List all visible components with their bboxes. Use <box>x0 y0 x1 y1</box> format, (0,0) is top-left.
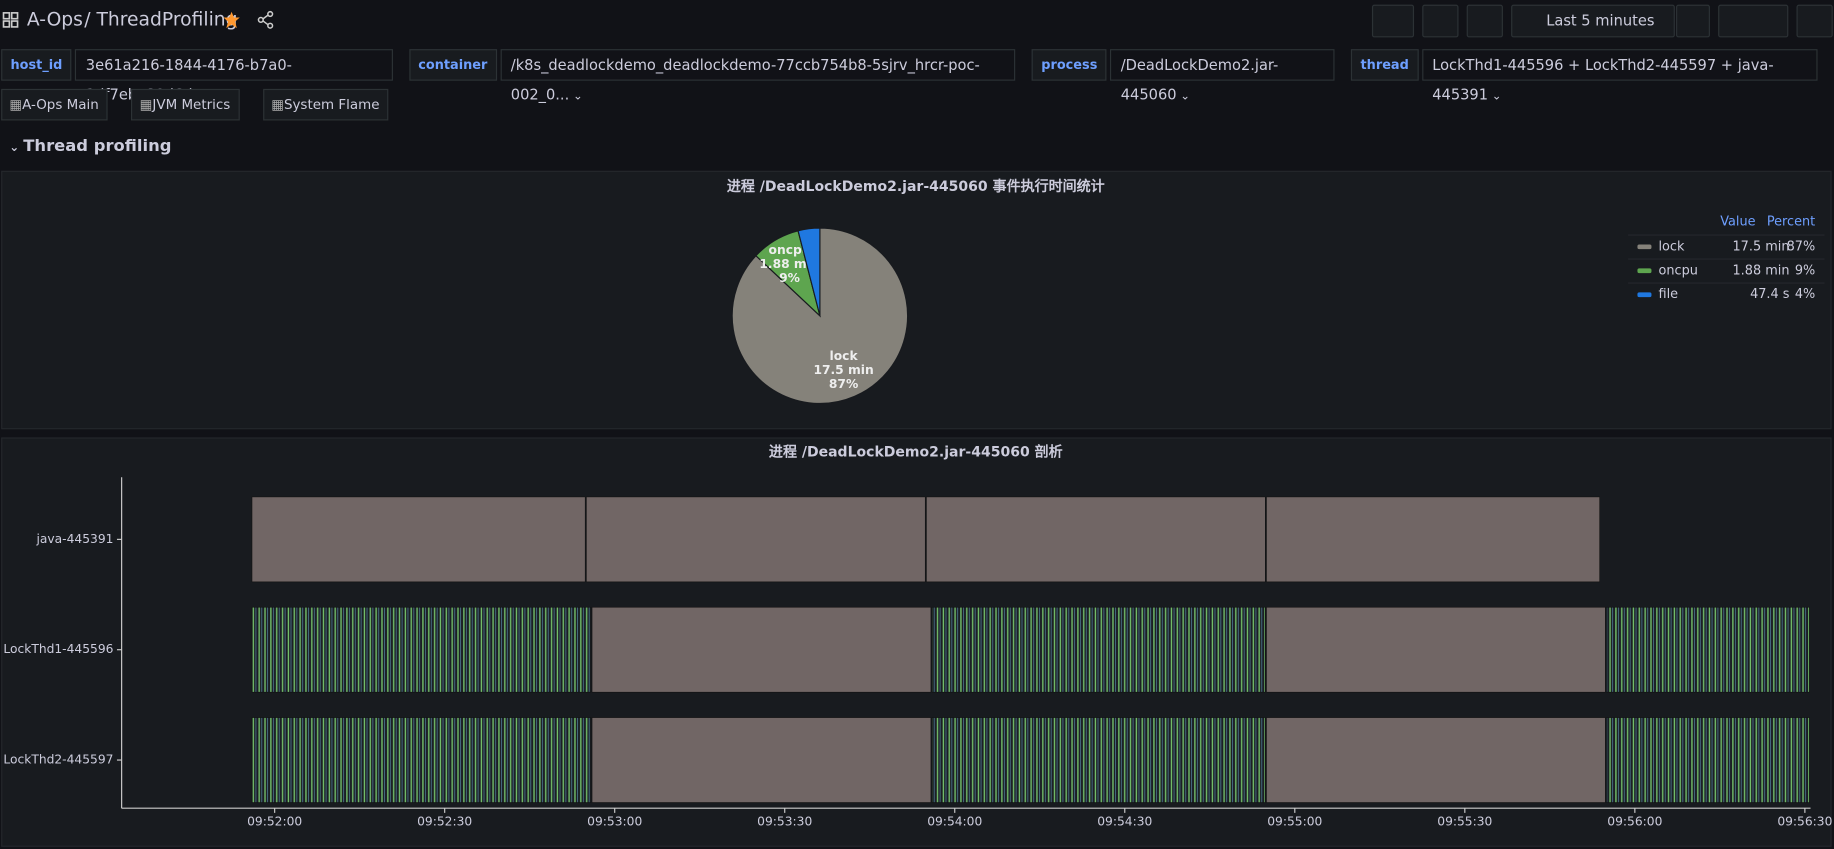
pie-slice <box>797 227 821 316</box>
x-tick-label: 09:56:30 <box>1777 815 1832 829</box>
state-segment <box>251 606 592 693</box>
legend-swatch <box>1637 244 1652 250</box>
slice-label: 1.88 min <box>759 257 819 271</box>
breadcrumb[interactable]: A-Ops <box>26 8 83 31</box>
x-tick-label: 09:55:00 <box>1267 815 1322 829</box>
variable-value[interactable]: /DeadLockDemo2.jar-445060 <box>1110 49 1335 103</box>
dashboard-links: A-Ops Main JVM Metrics System Flame <box>1 88 412 121</box>
legend-swatch <box>1637 292 1652 298</box>
state-segment <box>931 606 1266 693</box>
apps-icon[interactable] <box>2 12 19 28</box>
panel-title: 进程 /DeadLockDemo2.jar-445060 事件执行时间统计 <box>727 178 1105 195</box>
state-segment <box>591 606 932 693</box>
x-tick-label: 09:52:30 <box>417 815 472 829</box>
panel-title: 进程 /DeadLockDemo2.jar-445060 剖析 <box>769 444 1063 461</box>
state-segment <box>591 717 932 803</box>
variable-label: container <box>408 49 497 81</box>
variable: thread LockThd1-445596 + LockThd2-445597 … <box>1351 49 1818 103</box>
state-segment <box>1266 496 1600 583</box>
y-tick-label: LockThd1-445596 <box>3 642 113 656</box>
legend-value: 47.4 s <box>1750 287 1790 302</box>
variable-value[interactable]: LockThd1-445596 + LockThd2-445597 + java… <box>1421 49 1818 103</box>
x-tick-label: 09:55:30 <box>1437 815 1492 829</box>
dashboard-link[interactable]: A-Ops Main <box>1 88 109 121</box>
state-segment <box>251 717 592 803</box>
variable-label: thread <box>1351 49 1419 81</box>
slice-label: 87% <box>829 377 858 391</box>
state-segment <box>926 496 1266 583</box>
time-range: Last 5 minutes <box>1546 11 1655 30</box>
variable-label: process <box>1031 49 1107 81</box>
legend-header: Value <box>1720 215 1755 230</box>
share-icon[interactable] <box>256 10 275 30</box>
state-segment <box>1266 606 1606 693</box>
legend-name: file <box>1658 287 1678 302</box>
row-title-text: Thread profiling <box>23 136 172 156</box>
state-segment <box>1606 606 1810 693</box>
star-icon[interactable] <box>222 11 241 30</box>
row-title[interactable]: ⌄ Thread profiling <box>9 136 172 156</box>
dashboard-link[interactable]: System Flame <box>263 88 389 121</box>
variable: container/k8s_deadlockdemo_deadlockdemo-… <box>408 49 1016 103</box>
zoom-out-button[interactable] <box>1676 4 1710 38</box>
refresh-button[interactable] <box>1718 4 1789 38</box>
state-segment <box>1266 717 1606 803</box>
variable-label: host_id <box>1 49 72 81</box>
slice-label: oncpu <box>769 243 811 257</box>
dashboard-title[interactable]: / ThreadProfiling <box>84 8 238 31</box>
legend-swatch <box>1637 268 1652 274</box>
legend-value: 17.5 min <box>1733 239 1790 254</box>
dashboard-link[interactable]: JVM Metrics <box>131 88 240 121</box>
slice-label: 9% <box>779 271 800 285</box>
y-tick-label: java-445391 <box>35 532 113 546</box>
x-tick-label: 09:56:00 <box>1607 815 1662 829</box>
state-segment <box>931 717 1266 803</box>
state-segment <box>586 496 926 583</box>
time-picker[interactable]: Last 5 minutes <box>1511 4 1675 38</box>
variable-value[interactable]: /k8s_deadlockdemo_deadlockdemo-77ccb754b… <box>500 49 1016 103</box>
variables: host_id3e61a216-1844-4176-b7a0-1df7eba80… <box>1 49 1834 103</box>
x-tick-label: 09:53:30 <box>757 815 812 829</box>
y-tick-label: LockThd2-445597 <box>3 753 113 767</box>
legend-value: 1.88 min <box>1733 263 1790 278</box>
tv-mode-button[interactable] <box>1796 4 1833 38</box>
x-tick-label: 09:54:00 <box>927 815 982 829</box>
legend-name: lock <box>1658 239 1685 254</box>
save-button[interactable] <box>1422 4 1459 38</box>
pie-panel <box>1 170 1832 430</box>
legend-percent: 87% <box>1787 239 1816 254</box>
legend-percent: 9% <box>1795 263 1815 278</box>
add-panel-button[interactable] <box>1371 4 1415 38</box>
state-segment <box>1606 717 1810 803</box>
legend-percent: 4% <box>1795 287 1815 302</box>
state-segment <box>251 496 586 583</box>
x-tick-label: 09:54:30 <box>1097 815 1152 829</box>
x-tick-label: 09:52:00 <box>247 815 302 829</box>
variable: process/DeadLockDemo2.jar-445060 <box>1031 49 1335 103</box>
settings-button[interactable] <box>1466 4 1503 38</box>
x-tick-label: 09:53:00 <box>587 815 642 829</box>
legend-name: oncpu <box>1658 263 1697 278</box>
legend-header: Percent <box>1767 215 1815 230</box>
slice-label: 17.5 min <box>813 363 873 377</box>
slice-label: lock <box>830 349 859 363</box>
